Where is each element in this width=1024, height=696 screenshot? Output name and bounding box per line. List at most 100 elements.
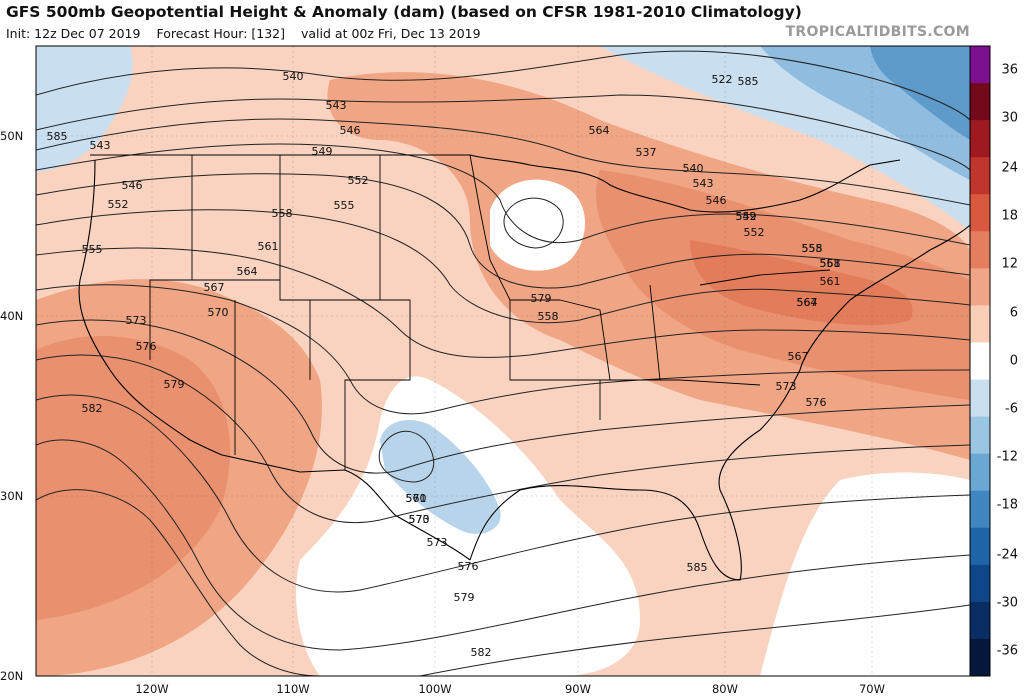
colorbar-label: -6 [1005, 401, 1018, 417]
contour-line [36, 118, 970, 206]
anomaly-white-sw [760, 472, 970, 676]
contour-label: 540 [683, 162, 704, 175]
colorbar-label: 12 [1001, 256, 1018, 272]
contour-label: 549 [312, 145, 333, 158]
contour-label: 546 [340, 124, 361, 137]
graticule-line [36, 46, 970, 676]
longitude-label: 100W [418, 682, 452, 696]
colorbar-label: -36 [996, 643, 1018, 659]
contour-label: 585 [687, 561, 708, 574]
contour-label: 564 [589, 124, 610, 137]
gulf-coast [469, 224, 970, 581]
contour-line [36, 94, 970, 171]
colorbar-segment [970, 120, 990, 158]
contour-label: 579 [454, 591, 475, 604]
contour-label: 561 [406, 492, 427, 505]
colorbar-segment [970, 194, 990, 232]
longitude-label: 80W [711, 682, 739, 696]
contour-closed-low [378, 430, 435, 483]
anomaly-positive-12-18 [36, 336, 230, 620]
contour-label: 567 [788, 350, 809, 363]
colorbar-labels: 36 30 24 18 12 6 0 -6 -12 -18 -24 -30 -36 [990, 0, 1024, 696]
contour-label: 552 [744, 226, 765, 239]
contour-label: 537 [636, 146, 657, 159]
colorbar-label: -12 [996, 449, 1018, 465]
colorbar-segment [970, 231, 990, 269]
us-canada-border [90, 154, 901, 213]
contour-label: 561 [258, 240, 279, 253]
contour-closed-low [503, 197, 564, 249]
latitude-label: 50N [0, 129, 24, 143]
colorbar-segment [970, 638, 990, 677]
contour-label: 573 [776, 380, 797, 393]
political-borders [78, 154, 970, 581]
colorbar-label: 18 [1001, 208, 1018, 224]
colorbar-segment [970, 490, 990, 529]
colorbar-segment [970, 601, 990, 640]
height-contours [36, 50, 970, 676]
colorbar-label: -18 [996, 497, 1018, 513]
contour-line [36, 50, 970, 121]
contour-label: 567 [204, 281, 225, 294]
contour-line [36, 247, 970, 358]
contour-line [36, 209, 970, 324]
colorbar-frame [969, 45, 991, 677]
colorbar-segment [970, 342, 990, 381]
latitude-label: 40N [0, 309, 24, 323]
contour-label: 543 [693, 177, 714, 190]
contour-line [36, 439, 970, 651]
longitude-label: 120W [135, 682, 169, 696]
contour-label: 561 [820, 275, 841, 288]
valid-time: valid at 00z Fri, Dec 13 2019 [301, 26, 481, 41]
contour-label: 576 [806, 396, 827, 409]
chart-subtitle: Init: 12z Dec 07 2019 Forecast Hour: [13… [6, 26, 493, 41]
contour-label: 585 [47, 130, 68, 143]
contour-label: 582 [82, 402, 103, 415]
colorbar-segment [970, 564, 990, 603]
contour-line [36, 173, 970, 289]
colorbar-segment [970, 268, 990, 306]
contour-line [419, 604, 970, 676]
colorbar-label: 0 [1009, 353, 1018, 369]
contour-label: 564 [797, 296, 818, 309]
contour-label: 582 [471, 646, 492, 659]
contour-label: 576 [458, 560, 479, 573]
contour-label: 576 [136, 340, 157, 353]
contour-label: 543 [90, 139, 111, 152]
contour-label: 573 [427, 536, 448, 549]
colorbar-label: -24 [996, 547, 1018, 563]
contour-label: 549 [736, 210, 757, 223]
contour-label: 555 [334, 199, 355, 212]
contour-label: 558 [802, 242, 823, 255]
contour-label: 585 [738, 75, 759, 88]
colorbar-segment [970, 46, 990, 84]
west-coast [78, 159, 223, 456]
contour-label: 555 [82, 243, 103, 256]
colorbar [969, 45, 991, 677]
us-mexico-border [221, 454, 471, 561]
anomaly-white-lakes [490, 179, 585, 271]
contour-line [36, 489, 321, 676]
contour-label: 552 [108, 198, 129, 211]
forecast-hour: Forecast Hour: [132] [156, 26, 286, 41]
contour-label: 546 [122, 179, 143, 192]
contour-label: 570 [406, 492, 427, 505]
contour-label: 570 [208, 306, 229, 319]
contour-line [36, 143, 970, 246]
contour-line [36, 319, 970, 474]
colorbar-segment [970, 453, 990, 492]
latitude-label: 20N [0, 669, 24, 683]
contour-label: 558 [272, 207, 293, 220]
init-time: Init: 12z Dec 07 2019 [6, 26, 141, 41]
map-area: 5405435465495525555585615645675705735765… [36, 46, 970, 676]
contour-label: 579 [531, 292, 552, 305]
longitude-label: 110W [276, 682, 310, 696]
chart-title: GFS 500mb Geopotential Height & Anomaly … [6, 3, 802, 21]
longitude-label: 90W [564, 682, 592, 696]
colorbar-label: 6 [1009, 305, 1018, 321]
contour-label: 540 [283, 70, 304, 83]
colorbar-label: 36 [1001, 62, 1018, 78]
state-lines [149, 154, 831, 470]
anomaly-negative-ne-core [870, 46, 970, 140]
